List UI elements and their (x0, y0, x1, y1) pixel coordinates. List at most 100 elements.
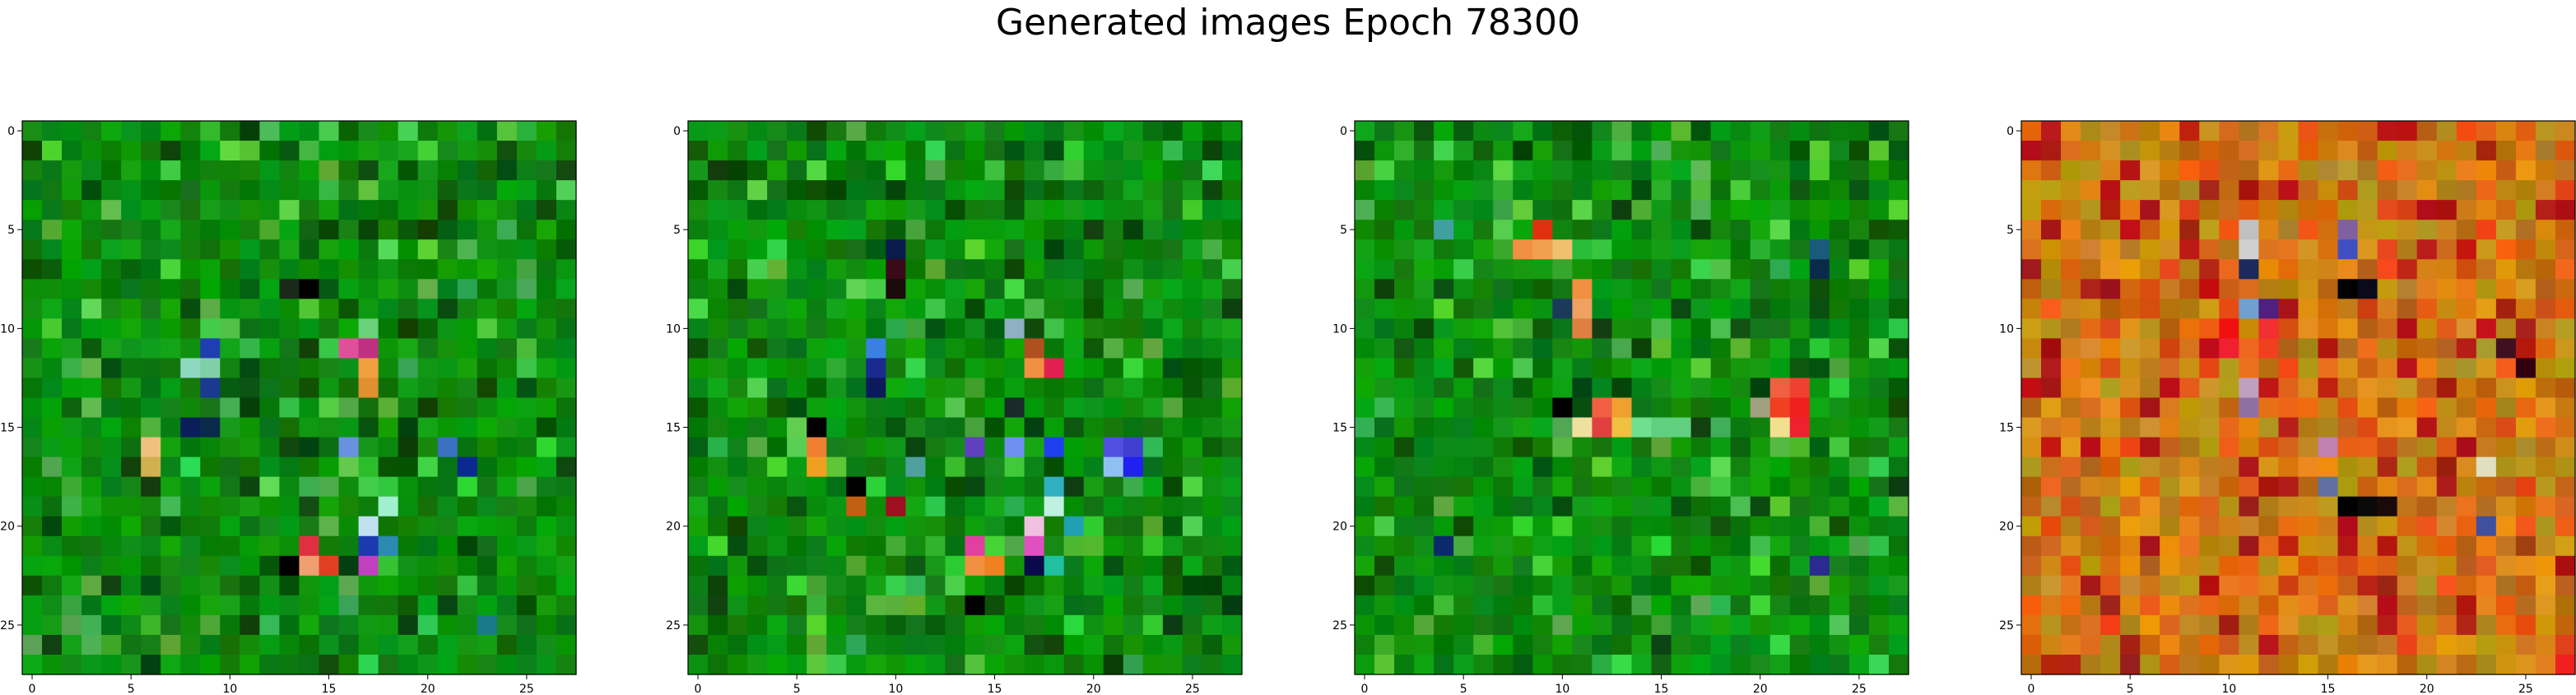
image-pixel (2397, 614, 2418, 636)
image-pixel (2535, 575, 2556, 596)
image-pixel (1434, 121, 1454, 141)
image-pixel (358, 654, 379, 675)
image-pixel (220, 358, 240, 379)
image-pixel (1730, 160, 1751, 181)
image-pixel (338, 239, 360, 260)
image-pixel (945, 121, 966, 141)
image-pixel (2160, 358, 2180, 379)
image-pixel (2179, 654, 2200, 675)
image-pixel (1083, 476, 1104, 498)
image-pixel (1671, 634, 1692, 656)
image-pixel (2416, 318, 2438, 339)
image-pixel (299, 141, 320, 161)
highlight-pixel (846, 496, 867, 517)
image-pixel (2535, 417, 2556, 438)
y-tick-label: 15 (1999, 422, 2014, 435)
image-pixel (1202, 180, 1223, 201)
image-pixel (1671, 456, 1692, 478)
image-pixel (1434, 259, 1454, 280)
image-pixel (1493, 476, 1514, 498)
image-pixel (220, 535, 240, 557)
image-pixel (925, 595, 946, 616)
image-pixel (1651, 180, 1672, 201)
image-pixel (536, 378, 557, 399)
image-pixel (826, 141, 847, 161)
image-pixel (1221, 654, 1243, 675)
image-pixel (688, 595, 709, 616)
image-pixel (1868, 575, 1890, 596)
image-pixel (2258, 397, 2280, 419)
image-pixel (1888, 456, 1909, 478)
image-pixel (299, 378, 320, 399)
image-pixel (1651, 141, 1672, 161)
image-pixel (22, 555, 43, 577)
highlight-pixel (1611, 397, 1633, 419)
image-pixel (767, 535, 788, 557)
image-pixel (1004, 338, 1025, 359)
image-pixel (2258, 279, 2280, 299)
image-pixel (1888, 575, 1909, 596)
image-pixel (220, 614, 240, 636)
image-pixel (2199, 417, 2220, 438)
image-pixel (1690, 299, 1712, 319)
image-pixel (338, 318, 360, 339)
x-tick-label: 0 (1361, 683, 1369, 695)
image-pixel (708, 318, 728, 339)
image-pixel (1671, 200, 1692, 220)
image-pixel (1888, 338, 1909, 359)
image-pixel (2397, 259, 2418, 280)
image-pixel (259, 535, 281, 557)
image-pixel (81, 496, 102, 517)
image-pixel (2357, 358, 2378, 379)
image-pixel (728, 654, 748, 675)
image-pixel (1434, 299, 1454, 319)
image-pixel (1532, 200, 1553, 220)
image-pixel (826, 575, 847, 596)
image-pixel (1434, 476, 1454, 498)
image-pixel (1493, 318, 1514, 339)
image-pixel (925, 180, 946, 201)
image-pixel (984, 180, 1006, 201)
image-pixel (536, 259, 557, 280)
image-pixel (121, 318, 142, 339)
image-pixel (1374, 456, 1395, 478)
image-pixel (2041, 417, 2062, 438)
image-pixel (2160, 535, 2180, 557)
image-pixel (1829, 555, 1850, 577)
image-pixel (1572, 496, 1593, 517)
image-pixel (338, 456, 360, 478)
image-pixel (1374, 259, 1395, 280)
image-pixel (2199, 378, 2220, 399)
image-pixel (2199, 575, 2220, 596)
image-pixel (121, 535, 142, 557)
image-pixel (1083, 535, 1104, 557)
image-pixel (826, 220, 847, 240)
image-pixel (477, 595, 498, 616)
image-pixel (1631, 496, 1653, 517)
image-pixel (2298, 417, 2319, 438)
image-pixel (1123, 318, 1144, 339)
image-pixel (2160, 318, 2180, 339)
image-pixel (866, 456, 886, 478)
image-pixel (2061, 437, 2081, 458)
image-pixel (2081, 614, 2101, 636)
image-pixel (1123, 496, 1144, 517)
image-pixel (200, 496, 221, 517)
image-pixel (2041, 535, 2062, 557)
image-pixel (2436, 397, 2457, 419)
image-pixel (1394, 595, 1415, 616)
image-pixel (496, 378, 518, 399)
image-pixel (81, 141, 102, 161)
image-pixel (846, 180, 867, 201)
image-pixel (846, 121, 867, 141)
image-pixel (2239, 160, 2260, 181)
image-pixel (1710, 476, 1732, 498)
image-pixel (259, 614, 281, 636)
image-pixel (1552, 614, 1573, 636)
image-pixel (2535, 220, 2556, 240)
image-pixel (905, 160, 927, 181)
image-pixel (787, 634, 807, 656)
image-pixel (1513, 516, 1533, 537)
image-pixel (1513, 141, 1533, 161)
image-pixel (1631, 239, 1653, 260)
